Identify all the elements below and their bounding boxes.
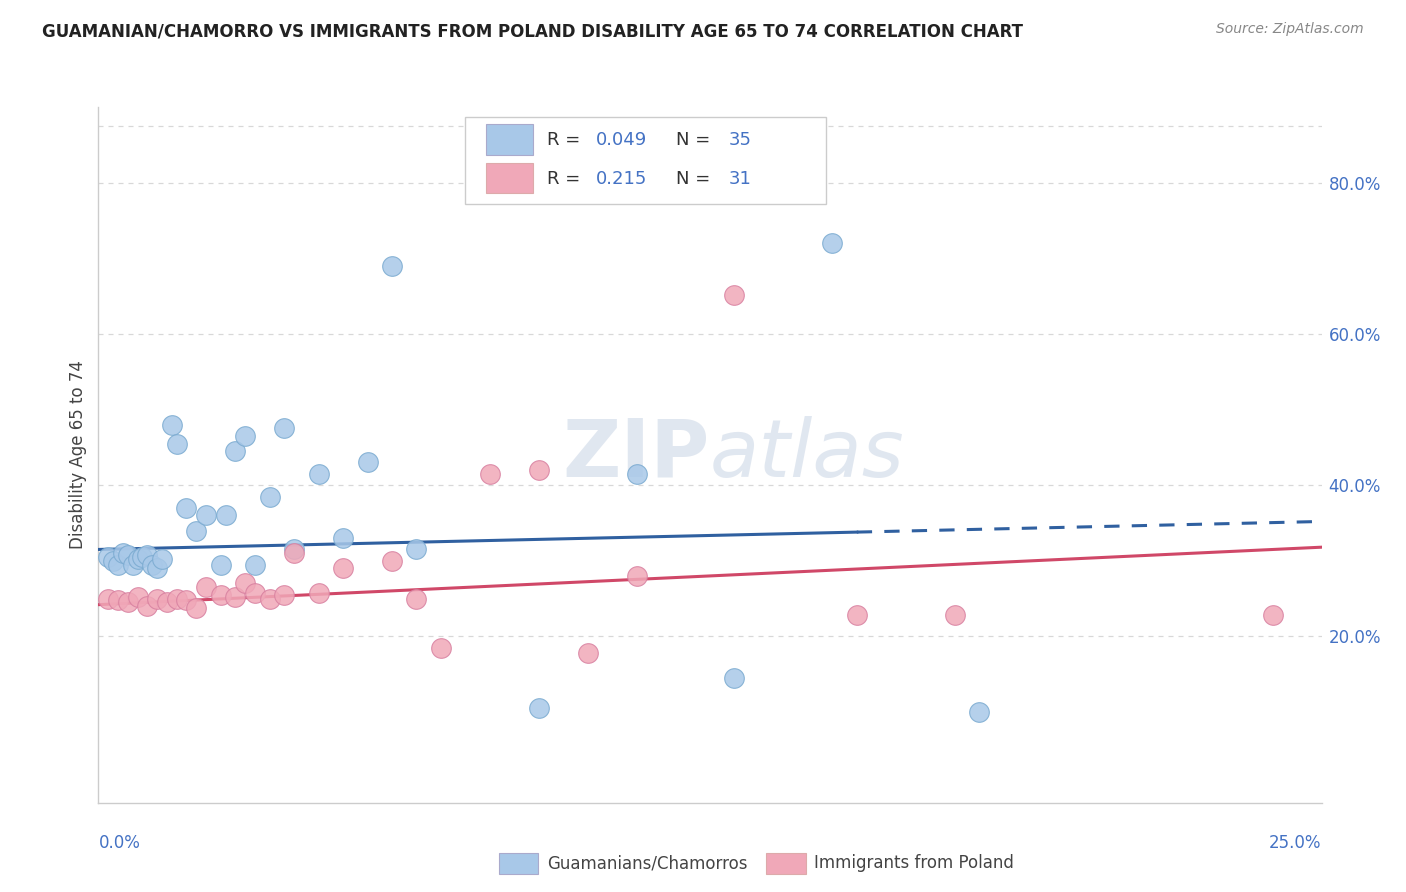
Point	[332, 561, 354, 575]
Point	[166, 436, 188, 450]
Point	[723, 287, 745, 301]
Point	[107, 593, 129, 607]
Point	[233, 576, 256, 591]
Text: GUAMANIAN/CHAMORRO VS IMMIGRANTS FROM POLAND DISABILITY AGE 65 TO 74 CORRELATION: GUAMANIAN/CHAMORRO VS IMMIGRANTS FROM PO…	[42, 22, 1024, 40]
Point	[527, 463, 550, 477]
Point	[478, 467, 501, 481]
Point	[141, 558, 163, 572]
Point	[156, 595, 179, 609]
Point	[224, 444, 246, 458]
Point	[821, 236, 844, 251]
Point	[405, 591, 427, 606]
Point	[107, 558, 129, 572]
Y-axis label: Disability Age 65 to 74: Disability Age 65 to 74	[69, 360, 87, 549]
Point	[405, 542, 427, 557]
Point	[97, 549, 120, 564]
Text: Source: ZipAtlas.com: Source: ZipAtlas.com	[1216, 22, 1364, 37]
Point	[332, 531, 354, 545]
Point	[273, 588, 295, 602]
Point	[209, 558, 232, 572]
Text: R =: R =	[547, 169, 592, 187]
Point	[723, 671, 745, 685]
Point	[243, 585, 266, 599]
FancyBboxPatch shape	[465, 118, 827, 204]
Point	[101, 554, 124, 568]
Point	[136, 599, 159, 614]
Point	[186, 524, 208, 538]
Point	[943, 608, 966, 623]
Point	[308, 585, 330, 599]
Text: 25.0%: 25.0%	[1270, 834, 1322, 852]
Point	[626, 467, 648, 481]
Text: 31: 31	[728, 169, 751, 187]
Text: ZIP: ZIP	[562, 416, 710, 494]
Point	[283, 546, 305, 560]
Point	[209, 588, 232, 602]
Point	[259, 591, 281, 606]
Point	[195, 580, 218, 594]
Text: 0.049: 0.049	[596, 131, 648, 149]
Point	[195, 508, 218, 523]
Point	[127, 552, 149, 566]
FancyBboxPatch shape	[486, 124, 533, 154]
Point	[381, 554, 404, 568]
Point	[150, 552, 173, 566]
Point	[146, 561, 169, 575]
Point	[117, 595, 139, 609]
Point	[176, 593, 198, 607]
Point	[224, 590, 246, 604]
Point	[146, 591, 169, 606]
Point	[127, 590, 149, 604]
Text: atlas: atlas	[710, 416, 905, 494]
Point	[1261, 608, 1284, 623]
Point	[259, 490, 281, 504]
Point	[111, 546, 134, 560]
Point	[186, 600, 208, 615]
Point	[176, 500, 198, 515]
Point	[273, 421, 295, 435]
Point	[214, 508, 236, 523]
Point	[166, 591, 188, 606]
Point	[381, 259, 404, 273]
Point	[131, 549, 153, 564]
Point	[97, 591, 120, 606]
Point	[243, 558, 266, 572]
Point	[308, 467, 330, 481]
Point	[136, 548, 159, 562]
Point	[117, 548, 139, 562]
Point	[576, 646, 599, 660]
Text: R =: R =	[547, 131, 586, 149]
Point	[283, 542, 305, 557]
Text: 0.0%: 0.0%	[98, 834, 141, 852]
Point	[160, 417, 183, 432]
Text: Immigrants from Poland: Immigrants from Poland	[814, 855, 1014, 872]
Point	[967, 705, 990, 719]
Point	[626, 569, 648, 583]
Point	[845, 608, 868, 623]
Text: N =: N =	[676, 169, 716, 187]
Text: N =: N =	[676, 131, 716, 149]
Point	[430, 640, 453, 655]
Point	[121, 558, 143, 572]
Text: 0.215: 0.215	[596, 169, 648, 187]
Point	[356, 455, 378, 469]
Text: Guamanians/Chamorros: Guamanians/Chamorros	[547, 855, 748, 872]
Point	[527, 701, 550, 715]
FancyBboxPatch shape	[486, 162, 533, 193]
Point	[233, 429, 256, 443]
Text: 35: 35	[728, 131, 751, 149]
